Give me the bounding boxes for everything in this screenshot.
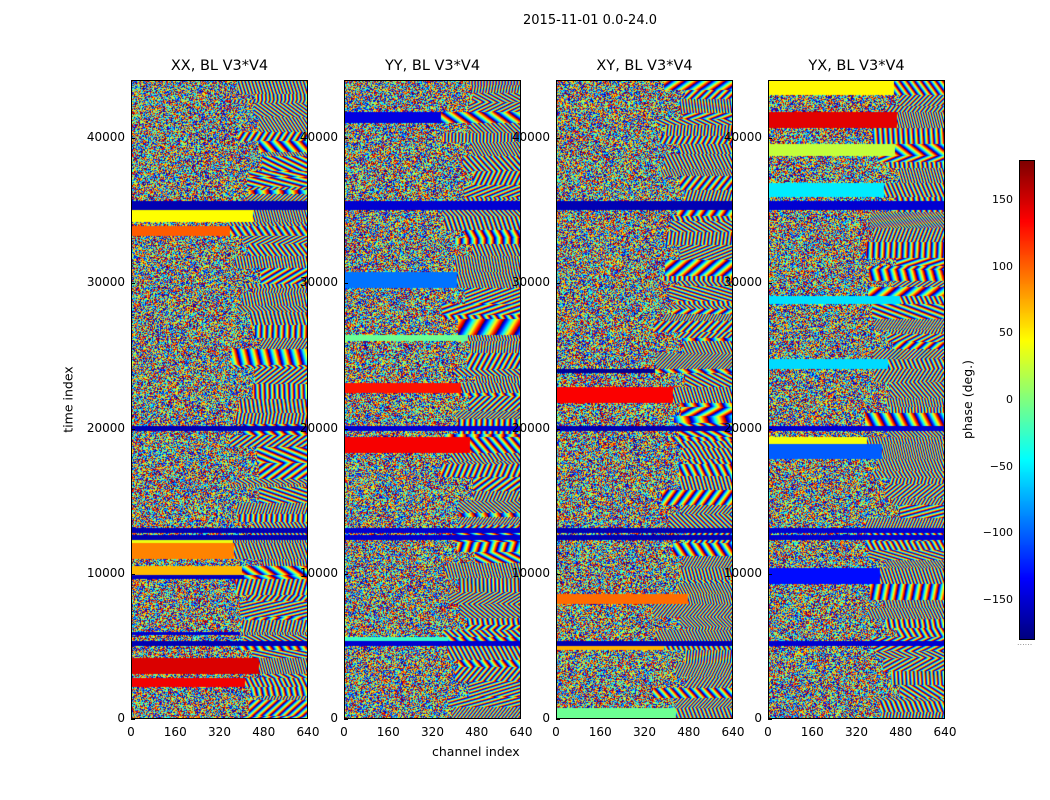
x-tick-label: 0 (552, 725, 560, 739)
y-tick-mark (131, 283, 135, 285)
y-tick-mark (344, 573, 348, 575)
heatmap-panel-yy (344, 80, 521, 719)
x-tick-label: 640 (509, 725, 533, 739)
x-tick-label: 320 (208, 725, 231, 739)
y-tick-label: 10000 (511, 565, 550, 580)
colorbar-tick-label: 0 (1006, 393, 1013, 406)
colorbar-tick-label: 150 (992, 193, 1013, 206)
x-tick-label: 480 (677, 725, 701, 739)
x-tick-label: 320 (421, 725, 444, 739)
x-tick-label: 320 (633, 725, 656, 739)
x-axis-label: channel index (432, 744, 520, 759)
panel-title-xy: XY, BL V3*V4 (596, 58, 693, 74)
x-tick-label: 320 (845, 725, 868, 739)
y-tick-mark (768, 428, 772, 430)
colorbar-label: phase (deg.) (959, 360, 975, 439)
x-tick-label: 0 (764, 725, 772, 739)
y-tick-mark (768, 719, 772, 720)
x-tick-label: 480 (252, 725, 276, 739)
y-tick-label: 30000 (723, 275, 762, 290)
heatmap-image (345, 81, 520, 718)
y-tick-mark (344, 283, 348, 285)
y-tick-label: 0 (117, 711, 125, 725)
y-tick-label: 40000 (511, 130, 550, 145)
y-tick-mark (344, 138, 348, 140)
y-tick-label: 30000 (299, 275, 338, 290)
heatmap-panel-yx (768, 80, 945, 719)
y-tick-label: 0 (754, 711, 762, 725)
y-tick-mark (131, 719, 135, 720)
y-tick-mark (556, 138, 560, 140)
panel-title-xx: XX, BL V3*V4 (170, 58, 269, 74)
y-tick-mark (556, 283, 560, 285)
y-tick-label: 20000 (723, 420, 762, 435)
x-tick-label: 160 (163, 725, 187, 739)
y-tick-label: 0 (330, 711, 338, 725)
x-tick-label: 0 (340, 725, 348, 739)
colorbar-tick-label: −50 (989, 459, 1013, 473)
y-tick-label: 0 (542, 711, 550, 725)
colorbar-footer: ...... (1017, 638, 1033, 647)
heatmap-panel-xx (131, 80, 308, 719)
y-axis-label: time index (60, 366, 76, 433)
x-tick-label: 480 (889, 725, 913, 739)
heatmap-image (769, 81, 944, 718)
y-tick-label: 10000 (723, 565, 762, 580)
colorbar-tick-label: −100 (982, 526, 1013, 540)
panel-title-yy: YY, BL V3*V4 (384, 58, 481, 74)
heatmap-image (557, 81, 732, 718)
y-tick-mark (556, 428, 560, 430)
colorbar-tick-label: 100 (992, 259, 1013, 273)
x-tick-label: 640 (721, 725, 745, 739)
y-tick-label: 20000 (86, 420, 125, 435)
x-tick-label: 160 (376, 725, 400, 739)
figure-title: 2015-11-01 0.0-24.0 (523, 13, 657, 28)
colorbar-image (1020, 161, 1034, 639)
y-tick-label: 10000 (299, 565, 338, 580)
y-tick-mark (768, 573, 772, 575)
x-tick-label: 160 (800, 725, 824, 739)
colorbar-tick-label: −150 (982, 593, 1013, 606)
y-tick-mark (344, 719, 348, 720)
y-tick-label: 10000 (86, 565, 125, 580)
x-tick-label: 480 (465, 725, 489, 739)
y-tick-label: 30000 (86, 275, 125, 290)
x-tick-label: 160 (588, 725, 612, 739)
y-tick-mark (131, 138, 135, 140)
y-tick-label: 40000 (86, 130, 125, 145)
y-tick-label: 20000 (299, 420, 338, 435)
panel-title-yx: YX, BL V3*V4 (808, 58, 905, 74)
colorbar-gradient (1019, 160, 1035, 640)
y-tick-mark (556, 719, 560, 720)
y-tick-label: 30000 (511, 275, 550, 290)
y-tick-mark (131, 573, 135, 575)
y-tick-mark (344, 428, 348, 430)
x-tick-label: 0 (127, 725, 135, 739)
y-tick-mark (768, 138, 772, 140)
x-tick-label: 640 (296, 725, 320, 739)
y-tick-label: 40000 (723, 130, 762, 145)
y-tick-label: 20000 (511, 420, 550, 435)
colorbar-tick-label: 50 (999, 326, 1013, 340)
x-tick-label: 640 (933, 725, 957, 739)
heatmap-image (132, 81, 307, 718)
y-tick-mark (556, 573, 560, 575)
y-tick-label: 40000 (299, 130, 338, 145)
heatmap-panel-xy (556, 80, 733, 719)
y-tick-mark (768, 283, 772, 285)
y-tick-mark (131, 428, 135, 430)
